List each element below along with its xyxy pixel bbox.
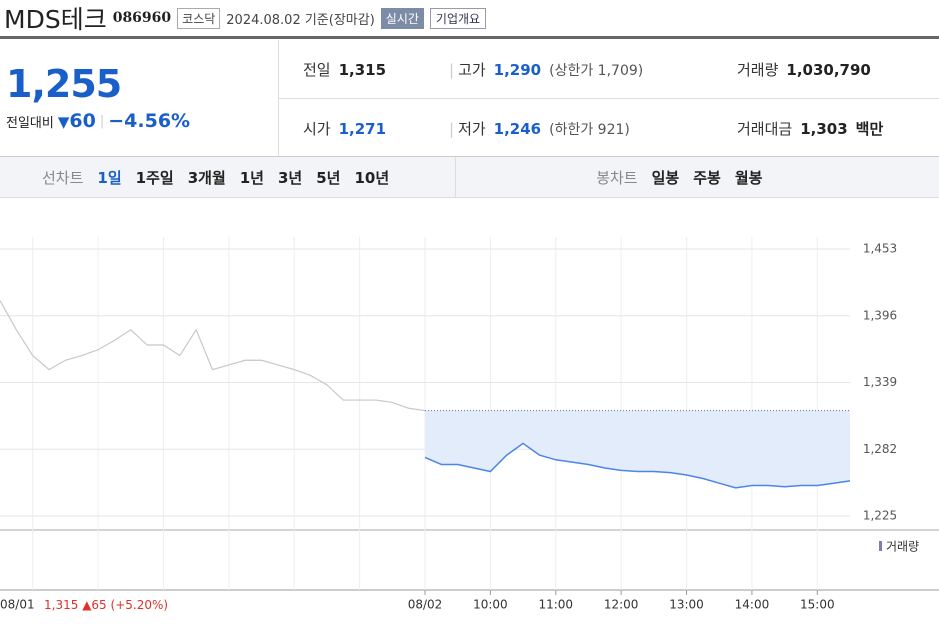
y-tick-label: 1,396 [863, 308, 897, 322]
y-tick-label: 1,225 [863, 509, 897, 523]
change-rate: −4.56% [108, 110, 191, 132]
info-value: 1,315 [338, 60, 387, 79]
prev-note-change: ▲65 [82, 598, 107, 612]
info-note: (하한가 921) [549, 121, 630, 138]
info-cell: | 고가 1,290 (상한가 1,709) [449, 59, 643, 80]
info-value: 1,271 [338, 119, 387, 138]
period-tab[interactable]: 3년 [278, 168, 303, 187]
x-tick-label: 08/02 [408, 598, 443, 612]
info-cell: | 저가 1,246 (하한가 921) [449, 118, 630, 139]
info-value: 1,030,790 [786, 60, 871, 79]
change: 전일대비 ▼60 | −4.56% [6, 110, 191, 132]
prev-note-value: 1,315 [44, 598, 78, 612]
period-tab[interactable]: 10년 [354, 168, 390, 187]
chart: 08/01 08/02 10:00 11:00 12:00 13:00 14:00 15:00… [0, 237, 939, 612]
price-line [424, 442, 851, 489]
overview-button[interactable]: 기업개요 [429, 7, 487, 29]
price-line [0, 300, 426, 412]
info-cell: 거래량 1,030,790 [737, 59, 871, 80]
change-label: 전일대비 [6, 115, 54, 131]
x-tick-label: 15:00 [800, 598, 835, 612]
candle-tab[interactable]: 일봉 [651, 168, 680, 187]
stock-name: MDS테크 [4, 5, 107, 34]
info-unit: 백만 [855, 119, 884, 138]
period-tab[interactable]: 1일 [97, 168, 122, 187]
x-tick-label: 14:00 [735, 598, 770, 612]
info-value: 1,303 [800, 119, 848, 138]
y-tick-label: 1,339 [863, 375, 897, 389]
info-row: 전일 1,315 | 고가 1,290 (상한가 1,709) 거래량 1,030,790 [279, 40, 939, 98]
realtime-button[interactable]: 실시간 [380, 7, 424, 29]
info-label: 전일 [303, 60, 331, 79]
period-tab[interactable]: 3개월 [187, 168, 226, 187]
candle-tab[interactable]: 월봉 [734, 168, 763, 187]
market: 코스닥 [177, 7, 221, 29]
volume-legend: 거래량 [886, 540, 919, 554]
period-tab[interactable]: 5년 [316, 168, 341, 187]
divider: | [449, 60, 455, 79]
info-value: 1,290 [493, 60, 542, 79]
info-label: 저가 [458, 119, 486, 138]
change-value: ▼60 [57, 110, 96, 132]
divider: | [449, 119, 455, 138]
info-table: 전일 1,315 | 고가 1,290 (상한가 1,709) 거래량 1,030,790 시가… [279, 40, 939, 157]
chart-tabs: 선차트 1일 1주일 3개월 1년 3년 5년 10년 봉차트 일봉 주봉 월봉 [0, 157, 939, 198]
info-label: 거래대금 [737, 119, 793, 138]
info-label: 고가 [458, 60, 486, 79]
header: MDS테크 086960 코스닥 2024.08.02 기준(장마감) 실시간 … [0, 0, 939, 39]
info-label: 거래량 [737, 60, 779, 79]
period-tab[interactable]: 1주일 [135, 168, 174, 187]
candle-tab[interactable]: 주봉 [693, 168, 721, 187]
x-tick-label: 13:00 [669, 598, 704, 612]
info-cell: 전일 1,315 [303, 59, 386, 80]
info-row: 시가 1,271 | 저가 1,246 (하한가 921) 거래대금 1,303 백만 [279, 98, 939, 157]
x-tick-label: 11:00 [538, 598, 573, 612]
price-box: 1,255 전일대비 ▼60 | −4.56% [0, 40, 279, 157]
prev-note: 1,315 ▲65 (+5.20%) [44, 598, 168, 612]
period-tab[interactable]: 1년 [239, 168, 264, 187]
tab-label: 선차트 [42, 168, 84, 187]
info-cell: 시가 1,271 [303, 118, 386, 139]
date: 2024.08.02 기준(장마감) [226, 12, 375, 28]
x-tick-label: 12:00 [604, 598, 639, 612]
info-cell: 거래대금 1,303 백만 [737, 118, 883, 139]
volume-legend-swatch [879, 541, 882, 551]
info-value: 1,246 [493, 119, 542, 138]
info-note: (상한가 1,709) [549, 62, 644, 79]
x-tick-label: 10:00 [473, 598, 508, 612]
x-tick-label: 08/01 [0, 598, 35, 612]
y-tick-label: 1,453 [863, 242, 897, 256]
y-tick-label: 1,282 [863, 442, 897, 456]
tab-label: 봉차트 [596, 168, 638, 187]
current-price: 1,255 [6, 62, 122, 106]
area [425, 410, 850, 488]
info-label: 시가 [303, 119, 331, 138]
stock-code: 086960 [112, 10, 172, 26]
change-amount: 60 [69, 110, 96, 132]
prev-note-rate: (+5.20%) [111, 598, 169, 612]
